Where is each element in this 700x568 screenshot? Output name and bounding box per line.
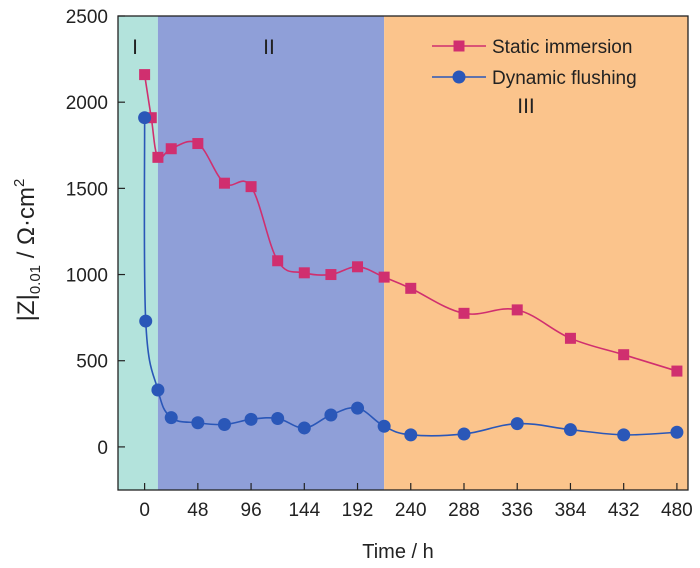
x-axis-title: Time / h (362, 541, 434, 563)
y-axis-title-main: |Z| (13, 294, 40, 321)
stage-region-2 (157, 16, 385, 490)
dynamic-flushing-point (457, 427, 471, 441)
stage-label-2: II (263, 36, 275, 59)
plot-frame (117, 15, 689, 491)
dynamic-flushing-point (151, 383, 165, 397)
static-immersion-point (405, 282, 417, 294)
dynamic-flushing-point (377, 419, 391, 433)
static-immersion-point (378, 271, 390, 283)
y-tick-label: 2000 (66, 93, 108, 114)
static-immersion-point (325, 269, 337, 281)
axes: 0 48 96 144 192 240 288 336 384 432 480 0 500 1000 150… (66, 7, 693, 521)
legend-marker-circle (452, 70, 466, 84)
y-axis-title-sub: 0.01 (27, 265, 44, 294)
y-tick-label: 1000 (66, 266, 108, 287)
x-tick-label: 336 (501, 500, 533, 521)
dynamic-flushing-point (670, 425, 684, 439)
dynamic-flushing-point (324, 408, 338, 422)
static-immersion-point (458, 307, 470, 319)
static-immersion-point (218, 177, 230, 189)
dynamic-flushing-point (217, 418, 231, 432)
x-tick-label: 240 (395, 500, 427, 521)
stage-label-1: I (132, 36, 138, 59)
x-tick-label: 144 (288, 500, 320, 521)
dynamic-flushing-point (563, 423, 577, 437)
static-immersion-point (145, 112, 157, 124)
stage-region-3 (384, 16, 688, 490)
legend-label-2: Dynamic flushing (492, 68, 637, 89)
stage-regions (118, 16, 688, 490)
dynamic-flushing-point (164, 411, 178, 425)
x-tick-label: 48 (187, 500, 208, 521)
x-tick-label: 384 (555, 500, 587, 521)
legend-label-1: Static immersion (492, 37, 632, 58)
stage-region-1 (118, 16, 158, 490)
legend: Static immersion Dynamic flushing (432, 37, 637, 89)
y-tick-label: 500 (76, 352, 108, 373)
legend-marker-square (453, 40, 465, 52)
y-tick-label: 0 (97, 438, 108, 459)
static-immersion-point (671, 365, 683, 377)
y-axis-title: |Z|0.01 / Ω·cm2 (11, 179, 44, 322)
static-immersion-point (511, 304, 523, 316)
dynamic-flushing-point (139, 314, 153, 328)
static-immersion-point (192, 138, 204, 150)
y-axis-title-unit: / Ω·cm (13, 187, 40, 265)
x-tick-label: 480 (661, 500, 693, 521)
static-immersion-point (352, 261, 364, 273)
x-tick-label: 96 (241, 500, 262, 521)
static-immersion-point (298, 267, 310, 279)
static-immersion-point (618, 349, 630, 361)
x-tick-label: 288 (448, 500, 480, 521)
dynamic-flushing-point (404, 428, 418, 442)
y-axis-title-sup: 2 (11, 179, 28, 187)
x-tick-label: 0 (139, 500, 150, 521)
dynamic-flushing-point (351, 401, 365, 415)
static-immersion-point (139, 69, 151, 81)
x-tick-label: 192 (342, 500, 374, 521)
static-immersion-point (245, 181, 257, 193)
dynamic-flushing-point (617, 428, 631, 442)
y-tick-label: 2500 (66, 7, 108, 28)
dynamic-flushing-point (271, 411, 285, 425)
dynamic-flushing-point (297, 421, 311, 435)
dynamic-flushing-point (191, 416, 205, 430)
static-immersion-point (165, 143, 177, 155)
series-markers (138, 69, 684, 442)
y-tick-label: 1500 (66, 179, 108, 200)
static-immersion-point (564, 332, 576, 344)
static-immersion-point (272, 255, 284, 267)
static-immersion-point (152, 151, 164, 163)
dynamic-flushing-point (510, 417, 524, 431)
stage-label-3: III (517, 95, 535, 118)
dynamic-flushing-point (138, 111, 152, 125)
dynamic-flushing-point (244, 412, 258, 426)
x-tick-label: 432 (608, 500, 640, 521)
